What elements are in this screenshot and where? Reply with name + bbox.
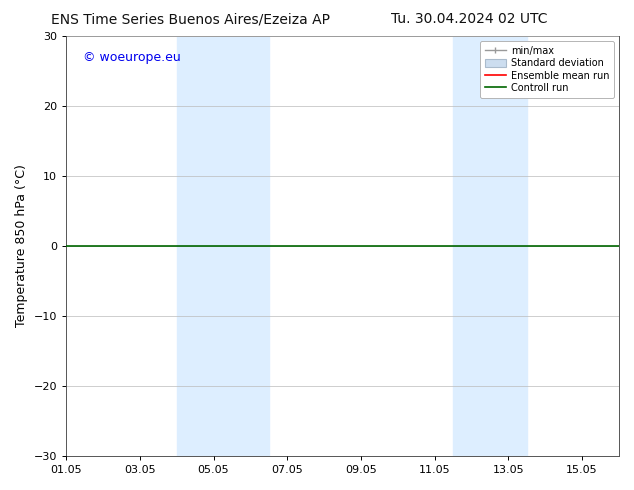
Text: ENS Time Series Buenos Aires/Ezeiza AP: ENS Time Series Buenos Aires/Ezeiza AP xyxy=(51,12,330,26)
Text: © woeurope.eu: © woeurope.eu xyxy=(82,51,181,64)
Bar xyxy=(177,36,269,456)
Text: Tu. 30.04.2024 02 UTC: Tu. 30.04.2024 02 UTC xyxy=(391,12,547,26)
Bar xyxy=(453,36,527,456)
Y-axis label: Temperature 850 hPa (°C): Temperature 850 hPa (°C) xyxy=(15,165,28,327)
Legend: min/max, Standard deviation, Ensemble mean run, Controll run: min/max, Standard deviation, Ensemble me… xyxy=(480,41,614,98)
